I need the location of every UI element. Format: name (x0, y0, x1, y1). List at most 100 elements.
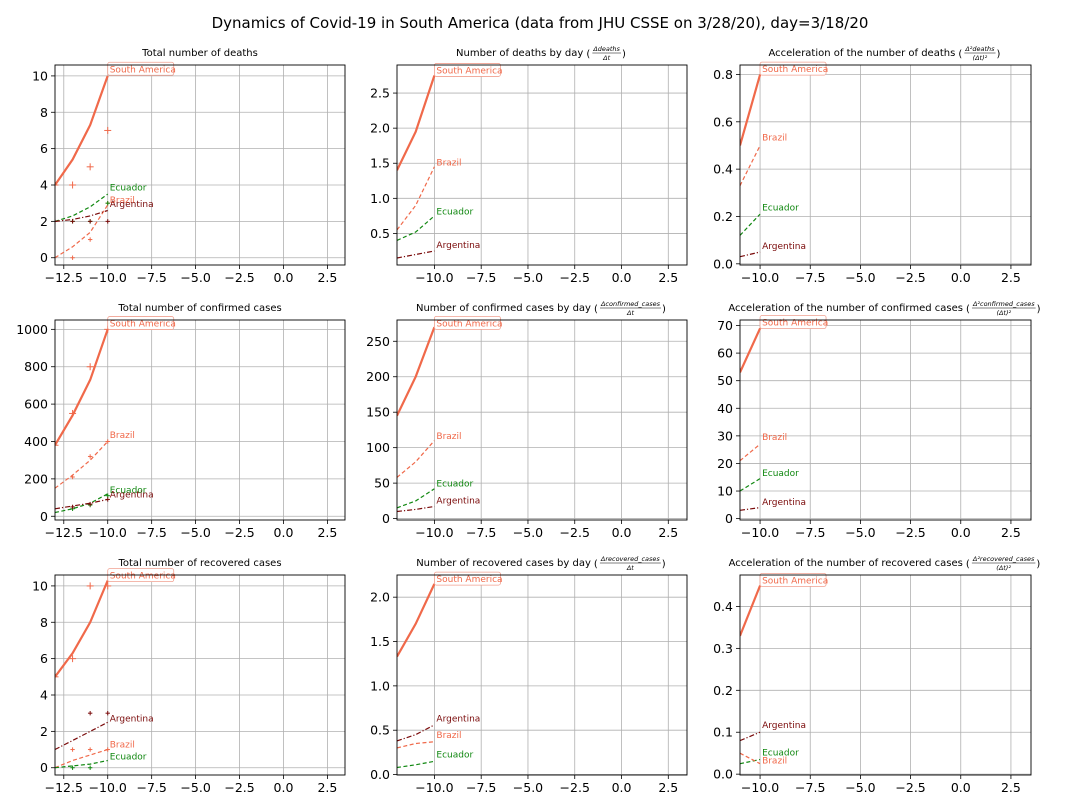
x-tick-label: −2.5 (895, 525, 925, 540)
x-tick-label: 0.0 (951, 525, 971, 540)
series-line (397, 724, 435, 742)
y-tick-label: 0.3 (713, 641, 733, 656)
y-tick-label: 2.5 (370, 86, 390, 101)
y-tick-label: 4 (40, 688, 48, 703)
series-label-box (759, 572, 827, 587)
series-line (397, 505, 435, 513)
y-tick-label: 800 (24, 359, 48, 374)
data-point (87, 219, 93, 224)
grid (740, 320, 1031, 520)
x-tick-label: −12.5 (45, 270, 83, 285)
x-tick-label: −2.5 (895, 780, 925, 795)
y-tick-label: 10 (32, 68, 48, 83)
data-point (70, 255, 75, 260)
y-tick-label: 50 (717, 373, 733, 388)
series-line (740, 478, 761, 492)
data-point (55, 673, 59, 681)
data-point (104, 126, 112, 134)
x-tick-label: 0.0 (274, 525, 294, 540)
series-label: Ecuador (436, 207, 473, 217)
series-line (740, 758, 761, 765)
y-tick-label: 100 (366, 440, 390, 455)
x-tick-label: −10.0 (741, 525, 779, 540)
series-line (55, 498, 108, 510)
x-tick-label: −5.0 (845, 270, 875, 285)
title-fraction-denominator: Δt (602, 54, 610, 62)
subplot-title: Total number of recovered cases (117, 558, 281, 569)
x-tick-label: −12.5 (45, 780, 83, 795)
data-point (87, 765, 93, 770)
y-tick-label: 0 (40, 250, 48, 265)
subplot-title: Acceleration of the number of deaths (768, 48, 955, 59)
x-tick-label: −10.0 (415, 780, 453, 795)
x-tick-label: −10.0 (89, 525, 127, 540)
x-tick-label: −7.5 (466, 525, 496, 540)
x-tick-label: 0.0 (612, 525, 632, 540)
series-line (55, 328, 109, 446)
series-line (55, 580, 109, 678)
y-tick-label: 0.0 (370, 767, 390, 782)
series-line (397, 326, 436, 417)
data-point (70, 219, 75, 224)
grid (397, 65, 687, 265)
y-tick-label: 8 (40, 105, 48, 120)
data-point (105, 493, 110, 498)
title-fraction-denominator: Δt (626, 564, 634, 572)
paren-open: ( (594, 559, 598, 570)
axes-frame (739, 574, 1032, 776)
series-label-box (759, 315, 827, 329)
data-point (70, 765, 75, 770)
plot-area (397, 583, 436, 769)
paren-open: ( (586, 49, 590, 60)
series-label: Ecuador (762, 204, 799, 214)
series-label: Brazil (110, 741, 135, 751)
paren-close: ) (1036, 559, 1040, 570)
x-tick-label: −2.5 (560, 780, 590, 795)
x-tick-label: 0.0 (274, 270, 294, 285)
axes-frame (396, 574, 688, 776)
y-tick-label: 0.1 (713, 725, 733, 740)
subplot-title: Total number of confirmed cases (117, 303, 281, 314)
series-label: Brazil (762, 134, 787, 144)
series-label: Ecuador (436, 480, 473, 490)
x-tick-label: −2.5 (560, 525, 590, 540)
plot-area (55, 325, 112, 514)
subplot-5: South America Brazil Ecuador Argentina −10.0… (717, 300, 1041, 540)
series-line (55, 209, 108, 222)
data-point (69, 181, 77, 189)
title-fraction-numerator: Δdeaths (592, 45, 620, 53)
subplot-title: Acceleration of the number of confirmed … (728, 303, 963, 314)
y-tick-label: 1.0 (370, 678, 390, 693)
y-tick-label: 10 (717, 484, 733, 499)
y-tick-label: 10 (32, 578, 48, 593)
subplot-7: South America Argentina Brazil Ecuador −10.0… (370, 555, 688, 795)
x-tick-label: −5.0 (180, 270, 210, 285)
data-point (105, 710, 110, 716)
y-tick-label: 0 (40, 509, 48, 524)
y-tick-label: 4 (40, 178, 48, 193)
x-tick-label: 0.0 (274, 780, 294, 795)
x-tick-label: 0.0 (951, 270, 971, 285)
series-label: Brazil (436, 158, 461, 168)
series-label-box (434, 63, 501, 77)
data-point (105, 497, 110, 502)
data-point (105, 219, 110, 224)
data-point (87, 454, 93, 459)
subplot-4: South America Brazil Ecuador Argentina −10.0… (366, 300, 688, 540)
series-label: Ecuador (762, 748, 799, 758)
y-tick-label: 2.0 (370, 121, 390, 136)
series-label: Argentina (762, 242, 806, 252)
subplot-1: South America Brazil Ecuador Argentina −10.0… (370, 45, 688, 285)
data-point (87, 501, 93, 507)
series-label: Brazil (762, 757, 787, 767)
data-point (69, 655, 77, 663)
series-line (740, 731, 761, 742)
y-tick-label: 1.5 (370, 156, 390, 171)
grid (397, 320, 687, 520)
series-label: Argentina (436, 241, 480, 251)
title-fraction-denominator: Δt (626, 309, 634, 317)
plot-area (740, 74, 762, 258)
